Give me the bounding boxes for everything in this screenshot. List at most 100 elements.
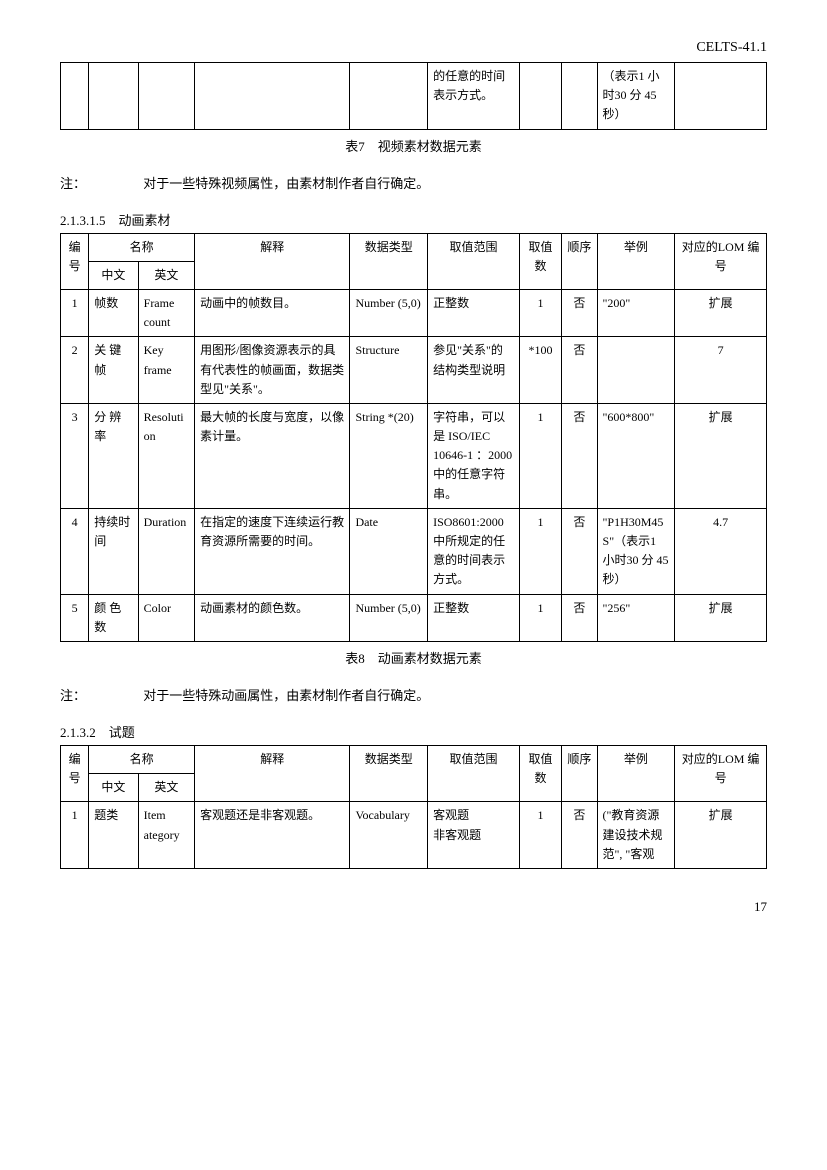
cell: 用图形/图像资源表示的具有代表性的帧画面，数据类型见"关系"。 — [195, 337, 350, 404]
table-header-row: 编号 名称 解释 数据类型 取值范围 取值数 顺序 举例 对应的LOM 编号 — [61, 233, 767, 261]
cell: Vocabulary — [350, 802, 428, 869]
cell: 字符串，可以是 ISO/IEC 10646-1 ：2000 中的任意字符串。 — [428, 403, 520, 508]
cell: 否 — [562, 594, 597, 641]
cell: Date — [350, 508, 428, 594]
col-count: 取值数 — [519, 233, 561, 289]
col-example: 举例 — [597, 745, 675, 801]
table-row: 2关 键帧Key frame用图形/图像资源表示的具有代表性的帧画面，数据类型见… — [61, 337, 767, 404]
cell: 客观题 非客观题 — [428, 802, 520, 869]
cell: Frame count — [138, 289, 194, 336]
cell: 参见"关系"的结构类型说明 — [428, 337, 520, 404]
cell: 1 — [519, 802, 561, 869]
note-text: 对于一些特殊视频属性，由素材制作者自行确定。 — [143, 176, 429, 191]
cell: 1 — [519, 403, 561, 508]
cell: 正整数 — [428, 594, 520, 641]
col-explain: 解释 — [195, 233, 350, 289]
cell: Key frame — [138, 337, 194, 404]
cell: *100 — [519, 337, 561, 404]
col-order: 顺序 — [562, 745, 597, 801]
col-en: 英文 — [138, 774, 194, 802]
cell: 1 — [519, 508, 561, 594]
col-datatype: 数据类型 — [350, 745, 428, 801]
question-table: 编号 名称 解释 数据类型 取值范围 取值数 顺序 举例 对应的LOM 编号 中… — [60, 745, 767, 869]
page-number: 17 — [60, 899, 767, 915]
table-row: 4持续时间Duration在指定的速度下连续运行教育资源所需要的时间。DateI… — [61, 508, 767, 594]
cell: 在指定的速度下连续运行教育资源所需要的时间。 — [195, 508, 350, 594]
note-text: 对于一些特殊动画属性，由素材制作者自行确定。 — [143, 688, 429, 703]
cell: 否 — [562, 403, 597, 508]
note8: 注： 对于一些特殊动画属性，由素材制作者自行确定。 — [60, 685, 767, 704]
col-count: 取值数 — [519, 745, 561, 801]
cell: 1 — [519, 594, 561, 641]
cell: 关 键帧 — [89, 337, 138, 404]
cell: ("教育资源建设技术规范", "客观 — [597, 802, 675, 869]
cell: 1 — [519, 289, 561, 336]
col-zh: 中文 — [89, 261, 138, 289]
cell: Duration — [138, 508, 194, 594]
cell: 客观题还是非客观题。 — [195, 802, 350, 869]
cell: Number (5,0) — [350, 289, 428, 336]
cell: 动画素材的颜色数。 — [195, 594, 350, 641]
cell: 扩展 — [675, 289, 767, 336]
cell: 颜 色数 — [89, 594, 138, 641]
cell: 分 辨率 — [89, 403, 138, 508]
cell: "600*800" — [597, 403, 675, 508]
cell: 1 — [61, 802, 89, 869]
table7-caption: 表7 视频素材数据元素 — [60, 136, 767, 155]
col-idx: 编号 — [61, 233, 89, 289]
cell: 2 — [61, 337, 89, 404]
col-datatype: 数据类型 — [350, 233, 428, 289]
col-range: 取值范围 — [428, 233, 520, 289]
cell: "200" — [597, 289, 675, 336]
table-row: 1题类Item ategory客观题还是非客观题。Vocabulary客观题 非… — [61, 802, 767, 869]
col-zh: 中文 — [89, 774, 138, 802]
cell: 7 — [675, 337, 767, 404]
cell: ISO8601:2000 中所规定的任意的时间表示方式。 — [428, 508, 520, 594]
col-example: 举例 — [597, 233, 675, 289]
cell: 3 — [61, 403, 89, 508]
note-label: 注： — [60, 685, 140, 704]
doc-id: CELTS-41.1 — [60, 40, 767, 56]
cell: 否 — [562, 289, 597, 336]
col-idx: 编号 — [61, 745, 89, 801]
note7: 注： 对于一些特殊视频属性，由素材制作者自行确定。 — [60, 173, 767, 192]
cell: 5 — [61, 594, 89, 641]
cell: 帧数 — [89, 289, 138, 336]
animation-table: 编号 名称 解释 数据类型 取值范围 取值数 顺序 举例 对应的LOM 编号 中… — [60, 233, 767, 642]
cell: 4.7 — [675, 508, 767, 594]
cell: "256" — [597, 594, 675, 641]
cell: "P1H30M45S"（表示1 小时30 分 45秒） — [597, 508, 675, 594]
col-en: 英文 — [138, 261, 194, 289]
col-name: 名称 — [89, 233, 195, 261]
cell: 否 — [562, 802, 597, 869]
cell: Number (5,0) — [350, 594, 428, 641]
cell: Item ategory — [138, 802, 194, 869]
col-name: 名称 — [89, 745, 195, 773]
note-label: 注： — [60, 173, 140, 192]
cell: 扩展 — [675, 802, 767, 869]
cell — [597, 337, 675, 404]
cell: 动画中的帧数目。 — [195, 289, 350, 336]
cell: 的任意的时间表示方式。 — [428, 63, 520, 130]
cell: 最大帧的长度与宽度，以像素计量。 — [195, 403, 350, 508]
table-row: 3分 辨率Resolution最大帧的长度与宽度，以像素计量。String *(… — [61, 403, 767, 508]
col-lom: 对应的LOM 编号 — [675, 745, 767, 801]
cell: 否 — [562, 508, 597, 594]
col-range: 取值范围 — [428, 745, 520, 801]
cell: 正整数 — [428, 289, 520, 336]
table-row: 5颜 色数Color动画素材的颜色数。Number (5,0)正整数1否"256… — [61, 594, 767, 641]
table8-caption: 表8 动画素材数据元素 — [60, 648, 767, 667]
cell: Color — [138, 594, 194, 641]
cell: 扩展 — [675, 594, 767, 641]
cell: （表示1 小时30 分 45秒） — [597, 63, 675, 130]
cell: 扩展 — [675, 403, 767, 508]
table7-fragment: 的任意的时间表示方式。 （表示1 小时30 分 45秒） — [60, 62, 767, 130]
table-header-row: 编号 名称 解释 数据类型 取值范围 取值数 顺序 举例 对应的LOM 编号 — [61, 745, 767, 773]
section-heading-animation: 2.1.3.1.5 动画素材 — [60, 210, 767, 229]
col-lom: 对应的LOM 编号 — [675, 233, 767, 289]
col-explain: 解释 — [195, 745, 350, 801]
cell: 持续时间 — [89, 508, 138, 594]
cell: 否 — [562, 337, 597, 404]
col-order: 顺序 — [562, 233, 597, 289]
table-row: 1帧数Frame count动画中的帧数目。Number (5,0)正整数1否"… — [61, 289, 767, 336]
